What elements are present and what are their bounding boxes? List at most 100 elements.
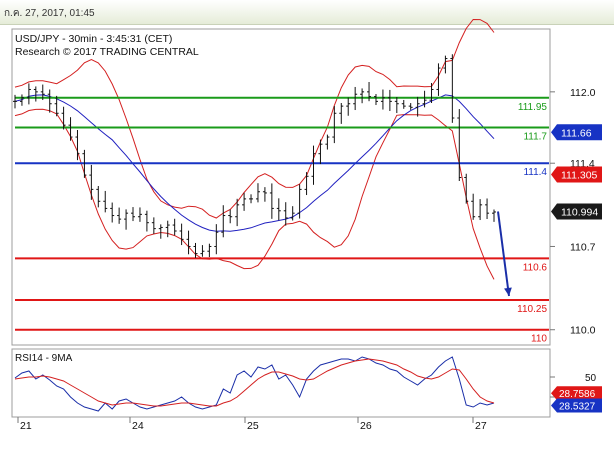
candle: [235, 198, 240, 227]
bollinger-upper-band: [14, 18, 495, 219]
candle: [117, 207, 122, 224]
rsi-ma-line: [14, 358, 495, 407]
candle: [151, 217, 156, 234]
rsi-flag-bg: [551, 398, 602, 413]
candle: [82, 149, 87, 178]
candle: [290, 206, 295, 221]
price-flag-label: 110.994: [561, 207, 598, 219]
candle: [450, 54, 455, 123]
candle: [144, 210, 149, 232]
candle: [422, 90, 427, 108]
candle: [346, 97, 351, 116]
candle: [96, 185, 101, 208]
candle: [19, 94, 24, 106]
candle: [387, 89, 392, 111]
price-flag-bg: [551, 124, 602, 141]
candle: [457, 109, 462, 182]
forecast-arrow-shaft: [497, 211, 510, 297]
forecast-arrow-head: [504, 287, 512, 296]
timestamp: ก.ค. 27, 2017, 01:45: [4, 8, 95, 19]
candle: [311, 145, 316, 185]
candle: [124, 209, 129, 230]
candle: [61, 106, 66, 130]
level-label: 110.6: [523, 262, 548, 273]
candle: [158, 224, 163, 239]
rsi-flag-bg: [551, 386, 602, 401]
rsi-plot-layer: [14, 356, 495, 412]
price-flag-label: 111.305: [561, 170, 598, 182]
candle: [436, 63, 441, 96]
moving-average-line: [14, 94, 495, 232]
candle: [262, 187, 267, 202]
candle: [443, 55, 448, 74]
candle: [110, 202, 115, 223]
candle: [137, 207, 142, 222]
rsi-line: [14, 356, 495, 412]
level-label: 111.95: [518, 102, 548, 113]
candle: [408, 103, 413, 110]
y-tick-label: 110.0: [570, 325, 596, 337]
candle: [297, 184, 302, 219]
x-tick-label: 24: [132, 420, 144, 432]
candle: [165, 220, 170, 238]
main-subtitle: Research © 2017 TRADING CENTRAL: [15, 46, 199, 58]
candle: [429, 82, 434, 103]
candle: [193, 242, 198, 258]
price-flag: 111.66: [551, 124, 602, 141]
candle: [464, 173, 469, 204]
candle: [367, 82, 372, 102]
price-flag-label: 111.66: [561, 127, 592, 139]
candle: [221, 205, 226, 238]
candle: [304, 172, 309, 196]
candle: [89, 164, 94, 200]
price-flag: 110.994: [551, 203, 602, 220]
candle: [33, 86, 38, 102]
price-flag-bg: [551, 166, 602, 183]
main-title: USD/JPY - 30min - 3:45:31 (CET): [15, 33, 172, 45]
main-plot-layer: 111.95 111.7 111.4 110.6 110.25 110: [13, 18, 549, 345]
rsi-flag: 28.7586: [551, 386, 602, 401]
candle: [478, 199, 483, 221]
candle: [68, 117, 73, 141]
y-tick-label: 110.7: [570, 241, 596, 253]
candle: [26, 83, 31, 105]
candle: [54, 95, 59, 117]
main-panel-frame: [11, 28, 551, 346]
rsi-y-tick-label: 50: [585, 373, 597, 384]
candle: [415, 96, 420, 117]
candle: [186, 230, 191, 255]
candle: [353, 86, 358, 111]
level-label: 110.25: [517, 304, 547, 315]
candle: [332, 106, 337, 144]
candle: [172, 218, 177, 236]
rsi-flag-label: 28.7586: [559, 389, 596, 400]
y-tick-label: 112.0: [570, 87, 596, 99]
candle: [228, 209, 233, 224]
rsi-title: RSI14 - 9MA: [15, 353, 73, 364]
candle: [214, 224, 219, 255]
bollinger-lower-band: [14, 108, 495, 280]
candle: [276, 198, 281, 221]
level-label: 110: [531, 334, 547, 345]
candle: [360, 88, 365, 104]
candle: [200, 245, 205, 257]
x-tick-label: 27: [475, 420, 487, 432]
candle: [249, 194, 254, 204]
candle: [471, 193, 476, 220]
candle: [485, 198, 490, 219]
candle: [373, 94, 378, 106]
candle: [47, 89, 52, 113]
x-tick-label: 26: [360, 420, 372, 432]
header-bar: ก.ค. 27, 2017, 01:45: [0, 0, 614, 25]
candle: [380, 89, 385, 110]
candle: [131, 207, 136, 222]
x-tick-label: 25: [247, 420, 259, 432]
price-flag-bg: [551, 203, 602, 220]
candle: [339, 102, 344, 124]
level-label: 111.7: [523, 132, 547, 143]
candle: [269, 183, 274, 219]
axis-layer: 110.0 110.7 111.4 112.0 111.66 111.305 110.994…: [17, 87, 602, 432]
x-tick-label: 21: [20, 420, 32, 432]
